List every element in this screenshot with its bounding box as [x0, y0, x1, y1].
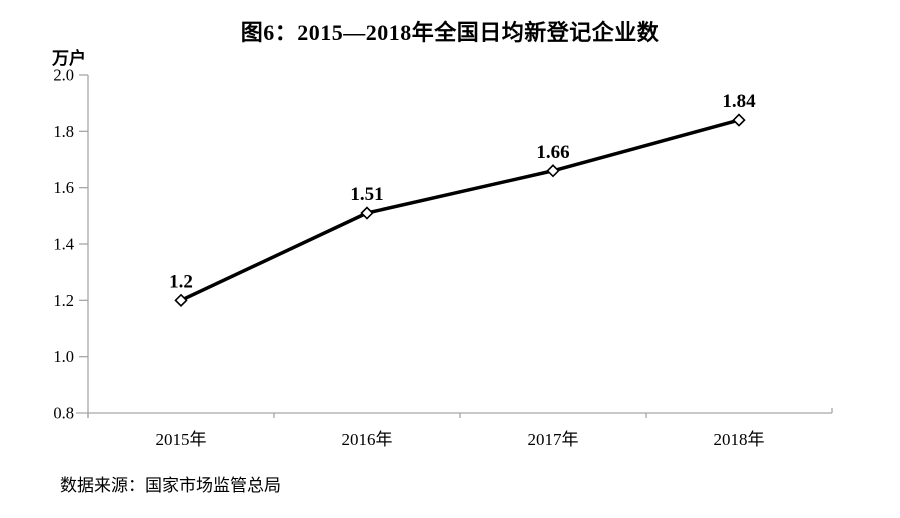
data-point-label: 1.66	[536, 142, 569, 163]
data-point-marker	[732, 113, 746, 127]
y-tick-label: 1.8	[53, 122, 74, 141]
y-tick-label: 1.4	[53, 235, 74, 254]
y-tick-label: 1.2	[53, 291, 74, 310]
y-axis-unit-label: 万户	[52, 49, 86, 68]
x-tick-label: 2017年	[528, 430, 579, 449]
data-point-marker	[546, 164, 560, 178]
data-point-label: 1.84	[722, 91, 756, 112]
x-tick-label: 2016年	[342, 430, 393, 449]
y-tick-label: 1.0	[53, 347, 74, 366]
source-note: 数据来源：国家市场监管总局	[60, 476, 281, 495]
data-point-marker	[360, 206, 374, 220]
y-tick-label: 0.8	[53, 404, 74, 423]
data-point-label: 1.51	[350, 184, 383, 205]
x-tick-label: 2015年	[156, 430, 207, 449]
x-tick-label: 2018年	[714, 430, 765, 449]
y-tick-label: 2.0	[53, 66, 74, 85]
data-series-line	[180, 118, 740, 302]
data-point-label: 1.2	[169, 271, 193, 292]
data-point-marker	[174, 293, 188, 307]
y-tick-label: 1.6	[53, 178, 74, 197]
chart-title: 图6：2015—2018年全国日均新登记企业数	[240, 20, 660, 45]
